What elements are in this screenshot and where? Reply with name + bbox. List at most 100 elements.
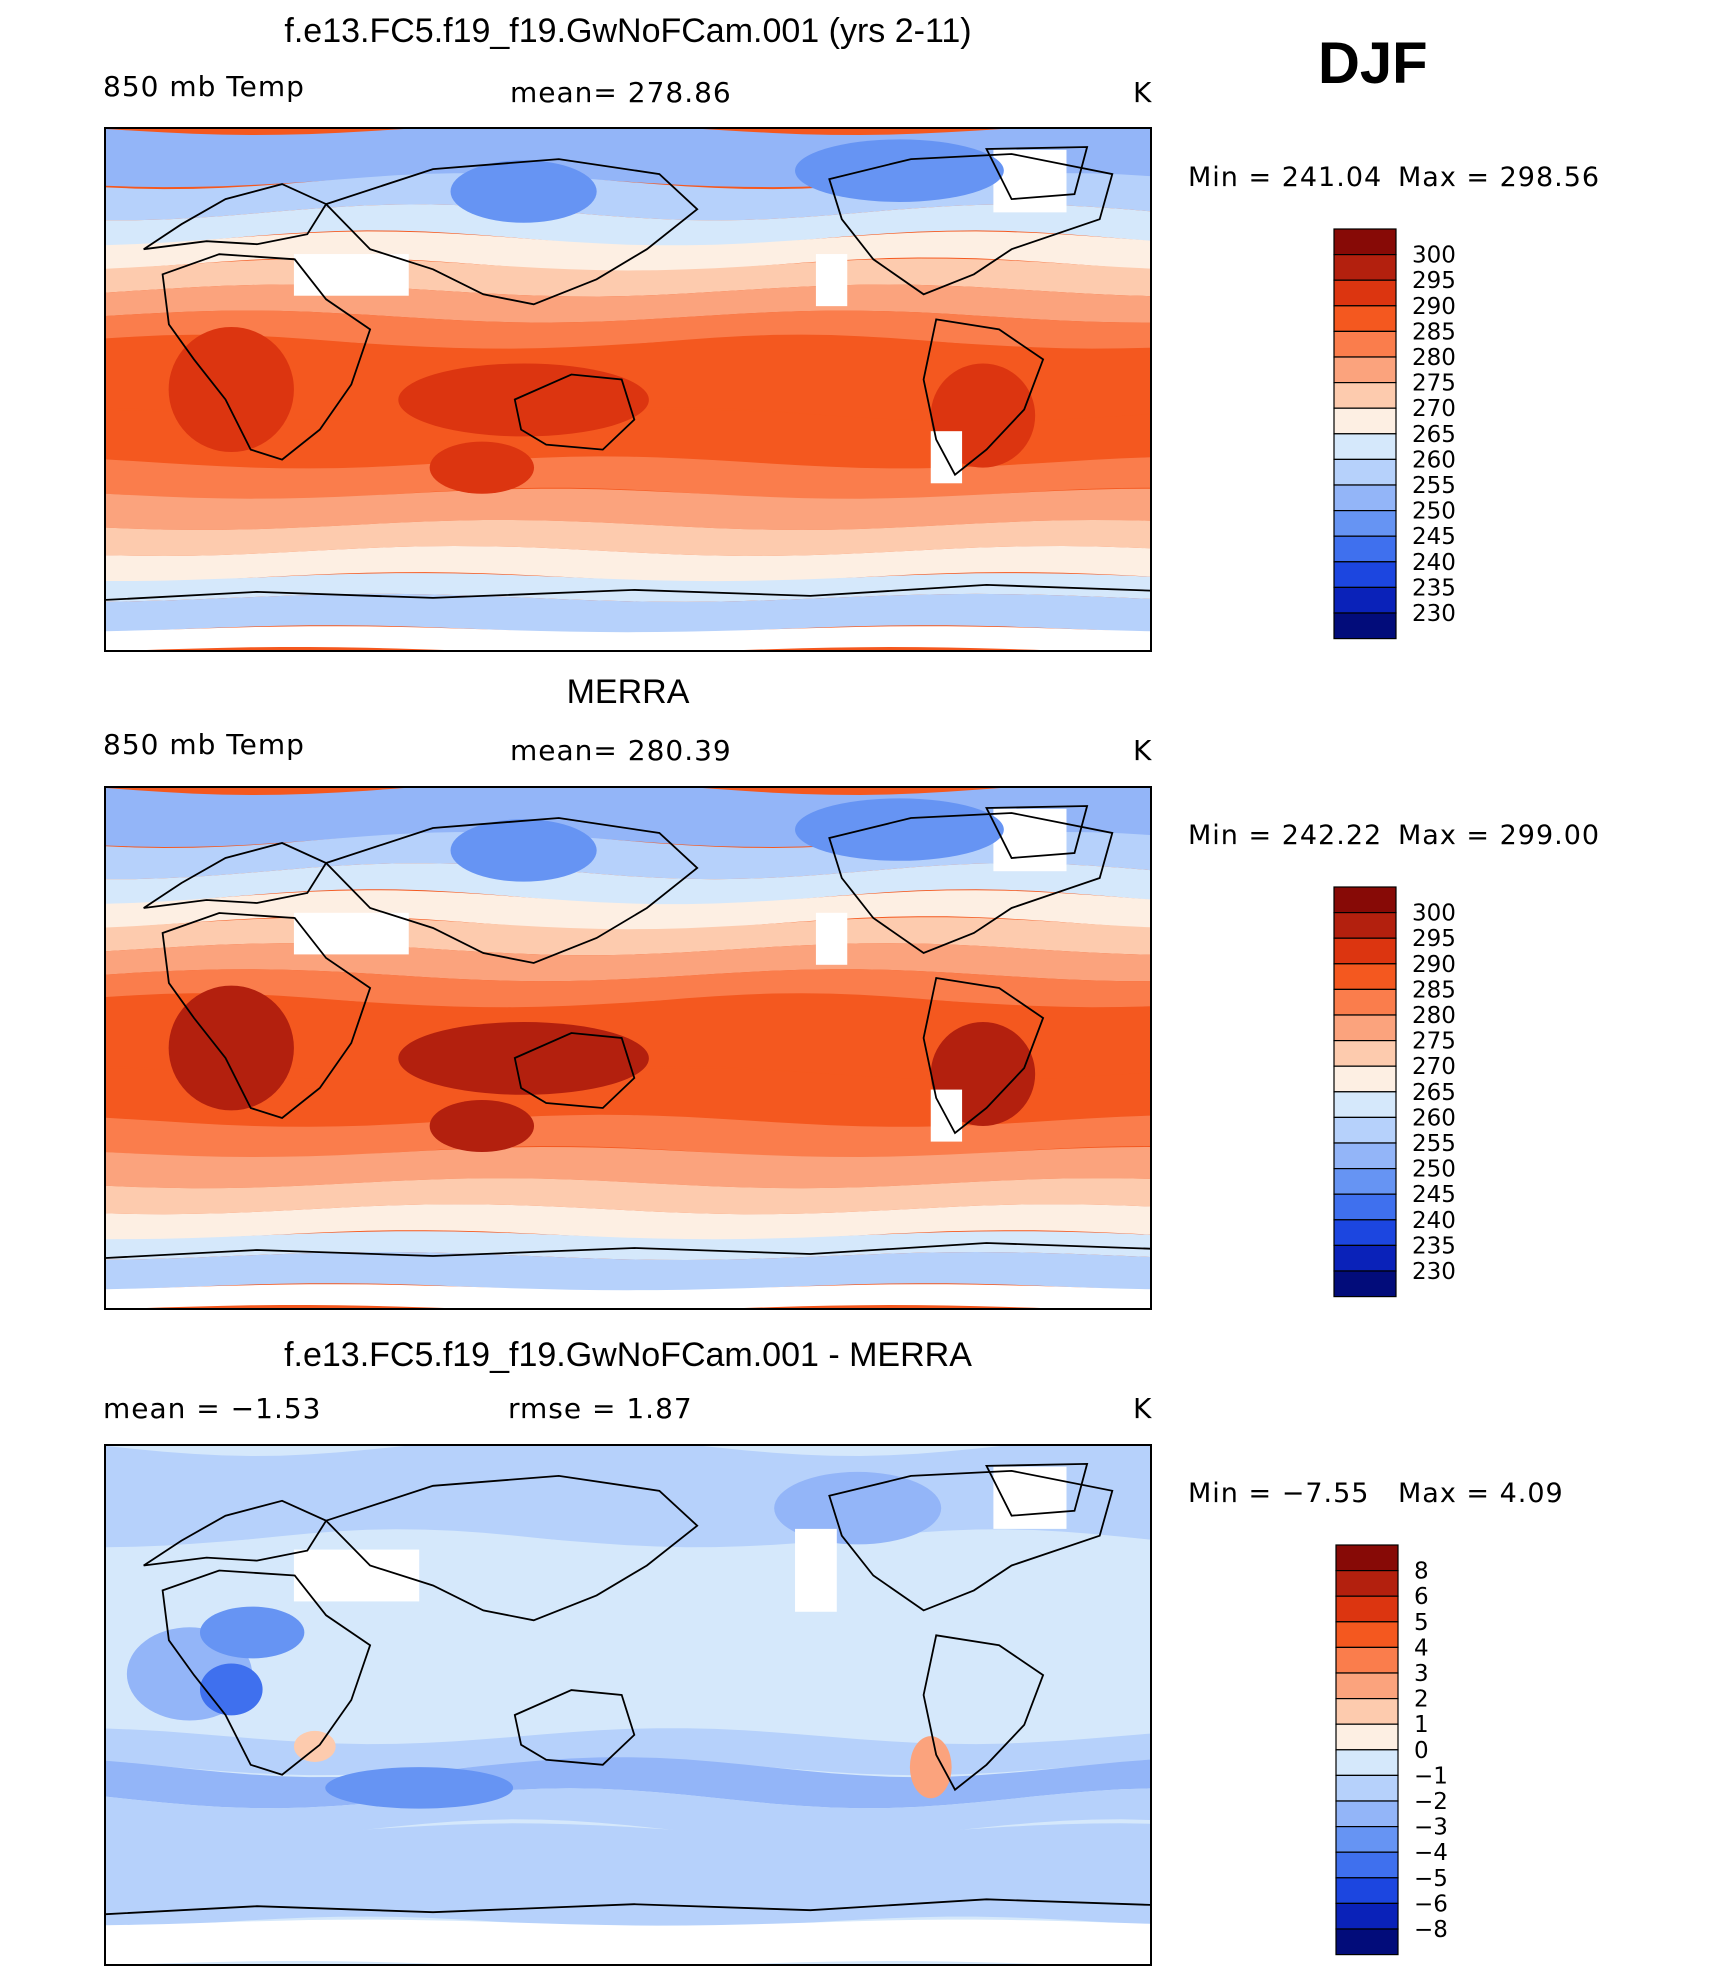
- cold-bias-region: [325, 1767, 514, 1809]
- colorbar-tick-label: 275: [1412, 1029, 1456, 1055]
- warm-region: [429, 1100, 535, 1152]
- colorbar-swatch: [1333, 1014, 1397, 1042]
- map-field: [106, 129, 1150, 650]
- contour-band: [106, 204, 1150, 247]
- panel-title: MERRA: [566, 673, 690, 711]
- coastline: [513, 373, 636, 451]
- colorbar-swatch: [1333, 937, 1397, 965]
- missing-data: [815, 254, 848, 307]
- colorbar-tick-label: 230: [1412, 601, 1456, 627]
- colorbar-tick-label: −5: [1414, 1866, 1448, 1892]
- colorbar-tick-label: 270: [1412, 1054, 1456, 1080]
- coastline: [106, 1898, 1150, 1916]
- cold-region: [795, 139, 1004, 202]
- colorbar-swatch: [1333, 433, 1397, 461]
- contour-band: [106, 593, 1150, 634]
- coastline: [513, 1689, 636, 1766]
- colorbar-swatch: [1335, 1928, 1399, 1956]
- missing-data: [293, 912, 409, 955]
- contour-band: [106, 626, 1150, 650]
- contour-band: [106, 520, 1150, 556]
- colorbar-tick-label: 290: [1412, 294, 1456, 320]
- colorbar-swatch: [1333, 1091, 1397, 1119]
- colorbar-tick-label: 240: [1412, 550, 1456, 576]
- coastline: [161, 912, 372, 1120]
- cold-bias-region: [199, 1663, 263, 1716]
- missing-data: [815, 912, 848, 965]
- field-label: 850 mb Temp: [103, 728, 305, 761]
- colorbar-tick-label: 5: [1414, 1610, 1429, 1636]
- map-field: [106, 1446, 1150, 1964]
- difference-map: [104, 1444, 1152, 1966]
- colorbar-tick-label: 245: [1412, 524, 1456, 550]
- coastline: [828, 1469, 1114, 1612]
- colorbar-tick-label: 3: [1414, 1661, 1429, 1687]
- contour-band: [106, 1284, 1150, 1308]
- colorbar-swatch: [1335, 1800, 1399, 1828]
- colorbar-tick-label: 280: [1412, 1003, 1456, 1029]
- units-label: K: [1133, 76, 1153, 109]
- colorbar-tick-label: 260: [1412, 447, 1456, 473]
- contour-band: [106, 863, 1150, 906]
- coastline: [828, 153, 1114, 296]
- cold-bias-region: [199, 1606, 305, 1659]
- temperature-map: [104, 127, 1152, 652]
- coastline: [922, 1634, 1045, 1792]
- colorbar-tick-label: 240: [1412, 1208, 1456, 1234]
- colorbar-swatch: [1333, 963, 1397, 991]
- colorbar-swatch: [1333, 586, 1397, 614]
- colorbar-tick-label: 250: [1412, 499, 1456, 525]
- contour-band: [106, 890, 1150, 931]
- colorbar-swatch: [1333, 886, 1397, 914]
- missing-data: [993, 808, 1067, 872]
- contour-band: [106, 456, 1150, 500]
- colorbar-svg: 3002952902852802752702652602552502452402…: [1333, 886, 1456, 1298]
- colorbar-swatch: [1335, 1698, 1399, 1725]
- colorbar-swatch: [1333, 1040, 1397, 1067]
- warm-bias-region: [909, 1736, 952, 1799]
- colorbar-swatch: [1333, 279, 1397, 307]
- contour-band: [106, 546, 1150, 583]
- contour-band: [106, 1252, 1150, 1292]
- cold-region: [795, 798, 1004, 861]
- coastline: [922, 976, 1045, 1135]
- max-label: Max = 299.00: [1398, 820, 1601, 851]
- warm-region: [429, 441, 535, 494]
- colorbar-swatch: [1333, 1142, 1397, 1170]
- contour-band: [106, 1204, 1150, 1241]
- colorbar-swatch: [1333, 356, 1397, 384]
- mean-label: mean = −1.53: [103, 1392, 322, 1425]
- rmse-label: rmse = 1.87: [508, 1392, 693, 1425]
- contour-band: [106, 334, 1150, 424]
- coastline: [324, 158, 699, 306]
- colorbar-tick-label: 295: [1412, 926, 1456, 952]
- colorbar-tick-label: −8: [1414, 1917, 1448, 1943]
- map-field: [106, 788, 1150, 1308]
- missing-data: [293, 254, 409, 296]
- colorbar-swatch: [1333, 254, 1397, 281]
- contour-band: [106, 1231, 1150, 1260]
- coastline: [106, 1242, 1150, 1259]
- colorbar-swatch: [1333, 484, 1397, 512]
- colorbar-tick-label: −2: [1414, 1789, 1448, 1815]
- colorbar-swatch: [1333, 1244, 1397, 1272]
- colorbar-swatch: [1335, 1749, 1399, 1777]
- colorbar-tick-label: 235: [1412, 1233, 1456, 1259]
- min-label: Min = 241.04: [1188, 162, 1383, 193]
- max-label: Max = 298.56: [1398, 162, 1601, 193]
- season-label: DJF: [1318, 31, 1428, 96]
- colorbar-swatch: [1335, 1851, 1399, 1879]
- colorbar-tick-label: 6: [1414, 1584, 1429, 1610]
- warm-region: [398, 363, 649, 437]
- min-label: Min = −7.55: [1188, 1478, 1370, 1509]
- field-label: 850 mb Temp: [103, 70, 305, 103]
- colorbar-tick-label: −1: [1414, 1763, 1448, 1789]
- coastline: [828, 812, 1114, 955]
- colorbar-tick-label: 290: [1412, 952, 1456, 978]
- colorbar-tick-label: 1: [1414, 1712, 1429, 1738]
- colorbar-swatch: [1333, 510, 1397, 537]
- contour-band: [106, 1823, 1150, 1929]
- colorbar: 300 295 290 285 280 275 270 265 260 255 250 245 240 2…: [1333, 886, 1534, 1302]
- coastline: [324, 1474, 699, 1622]
- colorbar-swatch: [1333, 382, 1397, 409]
